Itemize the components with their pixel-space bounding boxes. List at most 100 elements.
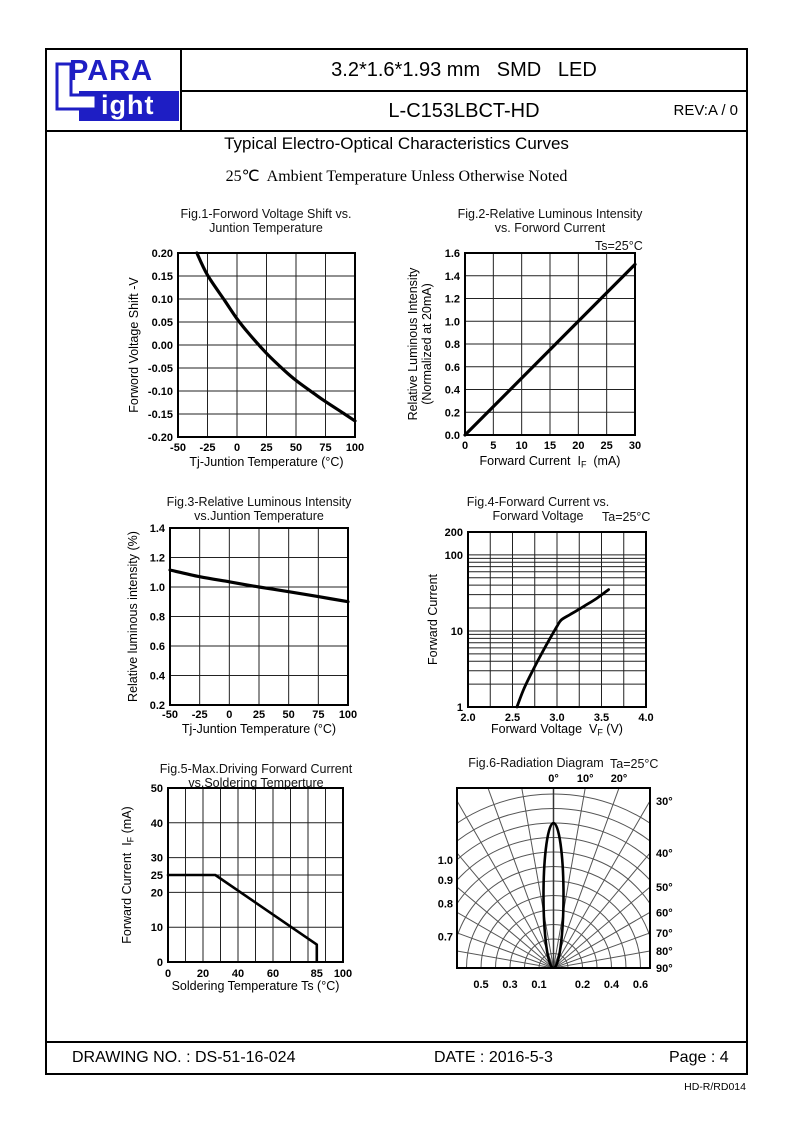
x-tick-label: 0: [462, 440, 468, 452]
y-tick-label: 1.4: [150, 523, 166, 535]
x-tick-label: 40: [232, 968, 244, 980]
header: ight PARA 3.2*1.6*1.93 mm SMD LED L-C153…: [45, 48, 748, 132]
radius-label-bottom: 0.1: [531, 979, 546, 991]
polar-radial: [457, 911, 554, 968]
radius-label-bottom: 0.2: [575, 979, 590, 991]
radius-label-bottom: 0.5: [473, 979, 488, 991]
figure-4-plot: 2.0 2.5 3.0 3.5 4.0 200 100 10 1 Forward Voltage …: [426, 527, 654, 738]
x-tick-label: -25: [200, 442, 216, 454]
figure-6-condition: Ta=25°C: [610, 757, 659, 771]
y-tick-label: 0.8: [445, 339, 460, 351]
radius-label-left: 0.8: [438, 899, 453, 911]
x-tick-label: 75: [319, 442, 331, 454]
figure-2-plot: 0 5 10 15 20 25 30 1.6 1.4 1.2 1.0 0.8 0.6 0.4 0.2 0.0 F…: [406, 248, 641, 470]
y-tick-label: 10: [151, 922, 163, 934]
polar-radial: [553, 852, 650, 968]
y-tick-label: -0.20: [148, 432, 173, 444]
x-tick-label: 100: [339, 709, 357, 721]
y-tick-label: 1.0: [150, 582, 165, 594]
y-tick-label: 0.00: [152, 340, 173, 352]
x-tick-label: 3.5: [594, 712, 609, 724]
x-tick-label: 25: [260, 442, 272, 454]
data-curve: [168, 568, 350, 604]
x-tick-label: 0: [165, 968, 171, 980]
y-tick-label: 200: [445, 527, 463, 539]
polar-grid: [457, 788, 650, 968]
y-tick-label: 1.2: [445, 294, 460, 306]
angle-label-right: 80°: [656, 946, 673, 958]
figure-1: Fig.1-Forword Voltage Shift vs. Juntion …: [100, 203, 400, 488]
y-axis-label: (Normalized at 20mA): [420, 283, 434, 405]
footer: DRAWING NO. : DS-51-16-024 DATE : 2016-5…: [45, 1041, 748, 1075]
plot-border: [177, 252, 356, 438]
x-tick-label: 25: [601, 440, 613, 452]
x-tick-label: 3.0: [549, 712, 564, 724]
y-axis-label: Forword Voltage Shift -V: [127, 277, 141, 413]
x-tick-label: 30: [629, 440, 641, 452]
data-curve: [463, 262, 637, 437]
x-tick-label: 50: [283, 709, 295, 721]
section-title: Typical Electro-Optical Characteristics …: [224, 134, 569, 153]
figure-3-plot: -50 -25 0 25 50 75 100 1.4 1.2 1.0 0.8 0.6 0.4 0.2 Tj-…: [126, 523, 357, 736]
x-tick-label: 2.5: [505, 712, 520, 724]
polar-radial: [553, 950, 650, 968]
revision-label: REV:A / 0: [673, 102, 738, 119]
y-tick-label: 25: [151, 870, 163, 882]
figure-6-title: Fig.6-Radiation Diagram: [420, 756, 652, 770]
radius-label-bottom: 0.4: [604, 979, 620, 991]
x-tick-label: 20: [197, 968, 209, 980]
y-tick-label: 1.4: [445, 271, 461, 283]
polar-radial: [553, 932, 650, 968]
drawing-number: DRAWING NO. : DS-51-16-024: [72, 1049, 296, 1066]
angle-label-right: 90°: [656, 963, 673, 975]
y-tick-label: 0.4: [150, 671, 166, 683]
y-tick-label: -0.10: [148, 386, 173, 398]
x-tick-label: 0: [234, 442, 240, 454]
figure-3-title-line1: Fig.3-Relative Luminous Intensity: [166, 495, 352, 509]
x-tick-label: -25: [192, 709, 208, 721]
figure-1-title: Fig.1-Forword Voltage Shift vs. Juntion …: [100, 207, 432, 235]
data-curve: [166, 873, 319, 963]
plot-border: [467, 531, 647, 708]
radius-label-left: 1.0: [438, 855, 453, 867]
radius-label-bottom: 0.6: [633, 979, 648, 991]
plot-border: [169, 527, 349, 706]
figure-4: Fig.4-Forward Current vs. Forward Voltag…: [400, 492, 700, 787]
logo-paralight: ight PARA: [47, 50, 182, 130]
plot-border: [456, 787, 651, 969]
y-tick-label: 0.0: [445, 430, 460, 442]
data-curve: [515, 588, 610, 709]
x-tick-label: 100: [334, 968, 352, 980]
polar-radial: [457, 886, 554, 968]
angle-label-right: 70°: [656, 928, 673, 940]
data-curve: [195, 251, 357, 423]
y-tick-label: 0.05: [152, 317, 173, 329]
figure-6-plot: 0° 10° 20° 30° 40° 50° 60° 70° 80° 90° 1.0 0.9 0.8 0.…: [438, 773, 673, 991]
condition-note: 25℃ Ambient Temperature Unless Otherwise…: [225, 168, 568, 185]
figure-4-title-line1: Fig.4-Forward Current vs.: [466, 495, 610, 509]
angle-label-right: 40°: [656, 848, 673, 860]
product-size-title: 3.2*1.6*1.93 mm SMD LED: [182, 50, 746, 92]
angle-label-right: 60°: [656, 907, 673, 919]
y-tick-label: 1.6: [445, 248, 460, 260]
date: DATE : 2016-5-3: [434, 1049, 553, 1066]
x-tick-label: 60: [267, 968, 279, 980]
x-axis-label: Tj-Juntion Temperature (°C): [182, 722, 336, 736]
x-tick-label: 50: [290, 442, 302, 454]
x-axis-label: Forward Current IF (mA): [480, 454, 621, 470]
logo-l-shape-icon: [55, 62, 98, 111]
y-tick-label: -0.15: [148, 409, 173, 421]
y-tick-label: 0.8: [150, 612, 165, 624]
figure-5: Fig.5-Max.Driving Forward Current vs.Sol…: [95, 758, 405, 1013]
figure-3-title: Fig.3-Relative Luminous Intensity vs.Jun…: [100, 495, 418, 523]
figure-2: Fig.2-Relative Luminous Intensity vs. Fo…: [390, 203, 700, 488]
polar-radial: [553, 911, 650, 968]
radiation-lobe: [542, 821, 565, 968]
x-tick-label: 0: [226, 709, 232, 721]
angle-label-top: 20°: [611, 773, 628, 785]
x-tick-label: -50: [162, 709, 178, 721]
angle-label-right: 50°: [656, 882, 673, 894]
plot-border: [464, 252, 636, 436]
angle-label-top: 10°: [577, 773, 594, 785]
polar-radial: [457, 799, 554, 968]
